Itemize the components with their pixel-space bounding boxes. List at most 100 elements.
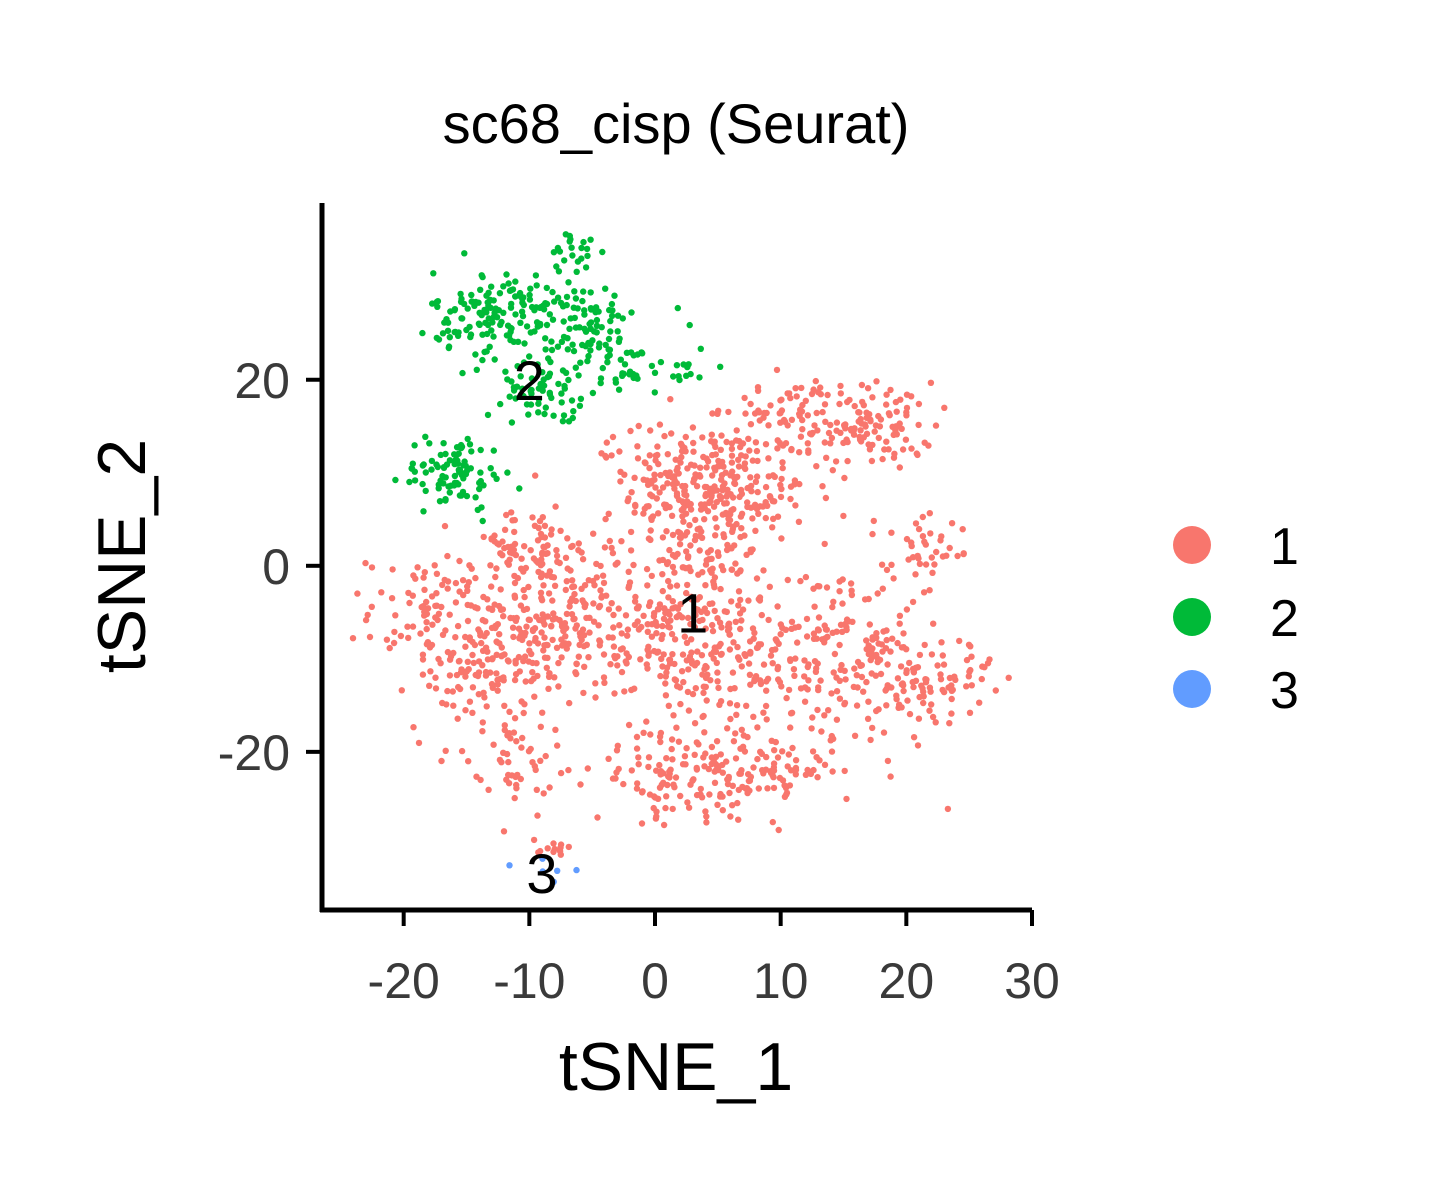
point-cluster-1 — [841, 474, 848, 482]
point-cluster-1 — [432, 602, 439, 610]
point-cluster-1 — [709, 627, 717, 635]
point-cluster-2 — [527, 401, 535, 408]
point-cluster-2 — [575, 372, 582, 379]
point-cluster-2 — [488, 283, 495, 290]
point-cluster-1 — [838, 661, 845, 669]
point-cluster-1 — [644, 628, 651, 635]
point-cluster-1 — [797, 577, 804, 585]
point-cluster-2 — [419, 480, 426, 488]
point-cluster-1 — [711, 607, 718, 615]
point-cluster-1 — [644, 582, 651, 589]
point-cluster-1 — [364, 611, 371, 619]
point-cluster-1 — [509, 517, 516, 524]
point-cluster-1 — [774, 754, 782, 761]
point-cluster-1 — [736, 493, 743, 501]
point-cluster-1 — [747, 482, 755, 490]
point-cluster-1 — [663, 669, 670, 676]
point-cluster-1 — [798, 384, 805, 392]
point-cluster-1 — [941, 404, 948, 411]
point-cluster-1 — [681, 753, 689, 760]
point-cluster-1 — [666, 660, 674, 667]
point-cluster-1 — [796, 449, 803, 456]
point-cluster-1 — [747, 421, 755, 428]
point-cluster-1 — [829, 603, 836, 611]
point-cluster-1 — [813, 463, 820, 470]
point-cluster-2 — [609, 307, 616, 314]
point-cluster-1 — [687, 620, 694, 628]
point-cluster-1 — [709, 410, 716, 417]
point-cluster-1 — [714, 801, 721, 808]
point-cluster-2 — [477, 477, 484, 485]
point-cluster-1 — [777, 621, 784, 628]
point-cluster-1 — [687, 542, 694, 549]
point-cluster-1 — [664, 781, 671, 789]
point-cluster-1 — [527, 745, 534, 753]
point-cluster-2 — [593, 322, 601, 329]
point-cluster-2 — [411, 442, 418, 449]
point-cluster-1 — [709, 621, 716, 629]
point-cluster-1 — [488, 536, 495, 543]
point-cluster-1 — [810, 766, 817, 774]
point-cluster-1 — [609, 549, 617, 557]
point-cluster-1 — [761, 409, 768, 417]
point-cluster-2 — [533, 282, 540, 289]
point-cluster-1 — [909, 598, 917, 606]
point-cluster-1 — [572, 669, 579, 676]
point-cluster-1 — [464, 583, 471, 590]
point-cluster-2 — [563, 301, 570, 309]
point-cluster-1 — [602, 452, 609, 460]
point-cluster-1 — [695, 571, 702, 578]
point-cluster-1 — [646, 464, 653, 472]
point-cluster-1 — [751, 410, 759, 417]
point-cluster-1 — [883, 702, 890, 709]
point-cluster-1 — [420, 574, 427, 581]
point-cluster-2 — [534, 361, 541, 368]
point-cluster-1 — [505, 780, 513, 787]
point-cluster-2 — [540, 376, 547, 383]
point-cluster-1 — [877, 670, 885, 678]
point-cluster-1 — [843, 795, 850, 803]
point-cluster-1 — [718, 624, 725, 631]
point-cluster-1 — [732, 730, 739, 737]
legend-label-3: 3 — [1270, 662, 1299, 720]
point-cluster-2 — [467, 331, 475, 338]
point-cluster-1 — [723, 438, 730, 446]
point-cluster-1 — [747, 548, 754, 556]
point-cluster-1 — [810, 386, 817, 393]
point-cluster-1 — [885, 410, 893, 417]
point-cluster-1 — [610, 611, 617, 619]
point-cluster-1 — [762, 499, 769, 506]
point-cluster-2 — [578, 255, 585, 262]
point-cluster-1 — [758, 611, 765, 619]
point-cluster-1 — [752, 478, 760, 485]
point-cluster-1 — [669, 531, 677, 539]
point-cluster-1 — [768, 737, 775, 744]
point-cluster-1 — [805, 447, 812, 454]
point-cluster-1 — [628, 767, 635, 774]
point-cluster-1 — [763, 716, 770, 723]
point-cluster-1 — [836, 400, 843, 408]
point-cluster-1 — [609, 433, 617, 441]
point-cluster-1 — [819, 636, 826, 643]
point-cluster-1 — [784, 576, 791, 584]
point-cluster-1 — [397, 632, 405, 640]
point-cluster-1 — [893, 408, 900, 415]
point-cluster-1 — [948, 682, 955, 689]
point-cluster-1 — [738, 726, 745, 733]
point-cluster-1 — [389, 566, 396, 573]
point-cluster-1 — [883, 391, 890, 398]
point-cluster-2 — [697, 345, 704, 352]
point-cluster-1 — [656, 601, 664, 608]
point-cluster-2 — [557, 299, 565, 307]
point-cluster-1 — [550, 848, 557, 856]
point-cluster-1 — [460, 591, 467, 599]
point-cluster-1 — [565, 640, 572, 647]
point-cluster-2 — [518, 308, 526, 315]
point-cluster-1 — [715, 684, 722, 692]
point-cluster-1 — [615, 605, 622, 612]
point-cluster-1 — [795, 518, 803, 525]
point-cluster-1 — [875, 706, 882, 713]
point-cluster-1 — [963, 683, 970, 690]
point-cluster-1 — [423, 598, 430, 606]
point-cluster-1 — [926, 510, 933, 517]
